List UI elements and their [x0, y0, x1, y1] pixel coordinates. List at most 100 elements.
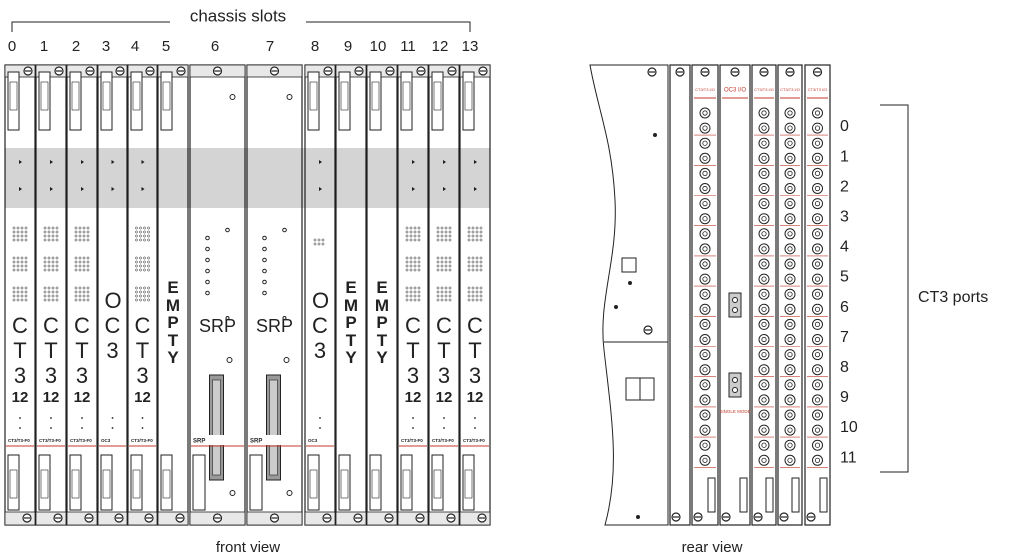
ports-bracket [880, 104, 909, 473]
dot [417, 268, 421, 272]
rear-view-label: rear view [682, 539, 743, 556]
indicator [141, 187, 145, 191]
dot [409, 238, 413, 242]
dot [444, 234, 448, 238]
bnc-inner [787, 110, 793, 116]
dot [20, 294, 24, 298]
card [335, 64, 367, 526]
bnc-inner [761, 351, 767, 358]
dot [16, 226, 20, 230]
dot [409, 264, 413, 268]
bnc-inner [814, 170, 821, 176]
led [225, 316, 230, 320]
handle-grip [40, 81, 49, 111]
dot [20, 268, 24, 272]
dot [74, 268, 78, 272]
dot [436, 298, 440, 302]
tag-strip [6, 435, 34, 445]
dot [413, 286, 417, 290]
slot-number: 4 [131, 38, 139, 55]
dot [147, 294, 150, 298]
dot [436, 230, 440, 234]
dot [20, 286, 24, 290]
dot [20, 226, 24, 230]
bnc-inner [702, 125, 708, 131]
bnc-inner [814, 291, 821, 297]
card-label: OC3 [98, 288, 127, 363]
dot [479, 268, 483, 272]
dot [78, 234, 82, 238]
dot [82, 226, 86, 230]
dot [467, 268, 471, 272]
dot [16, 298, 20, 302]
dot [16, 256, 20, 260]
dot [143, 256, 146, 260]
dot [43, 290, 47, 294]
dot [55, 260, 59, 264]
card-tag: CT3/T3-F0 [463, 438, 485, 443]
bnc-inner [814, 110, 821, 116]
bnc-inner [761, 276, 767, 282]
dot [147, 260, 150, 264]
handle [791, 477, 800, 513]
dot [471, 264, 475, 268]
dot [467, 290, 471, 294]
bnc-inner [787, 457, 793, 463]
dot [479, 256, 483, 260]
dot [475, 260, 479, 264]
dot [143, 290, 146, 294]
dot [417, 256, 421, 260]
dot [147, 290, 150, 294]
dot [51, 230, 55, 234]
dot [139, 264, 142, 268]
dot [147, 234, 150, 238]
handle-grip [402, 81, 411, 111]
dot [448, 238, 452, 242]
optical-hole [732, 377, 738, 383]
dot [313, 242, 317, 246]
dot [12, 256, 16, 260]
hole [614, 305, 618, 309]
card [397, 64, 429, 526]
dot [51, 238, 55, 242]
dot [479, 230, 483, 234]
dot [20, 290, 24, 294]
dot [24, 294, 28, 298]
bnc-inner [787, 170, 793, 176]
dot [47, 298, 51, 302]
dot [139, 294, 142, 298]
card-label-text: CT3 [43, 313, 59, 388]
dot [24, 226, 28, 230]
dot [135, 234, 138, 238]
led [262, 279, 267, 285]
led [205, 268, 210, 274]
tag-strip [399, 435, 427, 445]
bnc-inner [761, 291, 767, 297]
card-label-text: EMPTY [374, 278, 390, 367]
dot [55, 256, 59, 260]
slot-number: 0 [8, 38, 16, 55]
dot [55, 286, 59, 290]
dot [135, 256, 138, 260]
dot [139, 298, 142, 302]
dot [479, 260, 483, 264]
dot [82, 298, 86, 302]
dot [78, 260, 82, 264]
handle-grip [102, 81, 111, 111]
slot-number: 1 [40, 38, 48, 55]
dot [147, 268, 150, 272]
dot [19, 427, 21, 429]
dot [78, 290, 82, 294]
dot [86, 260, 90, 264]
dot [55, 268, 59, 272]
dot [47, 226, 51, 230]
bnc-inner [814, 336, 821, 343]
dot [436, 290, 440, 294]
dot [55, 238, 59, 242]
handle-grip [402, 469, 411, 499]
bnc-inner [787, 351, 793, 358]
bnc-inner [761, 397, 767, 403]
dot [47, 234, 51, 238]
dot [475, 238, 479, 242]
